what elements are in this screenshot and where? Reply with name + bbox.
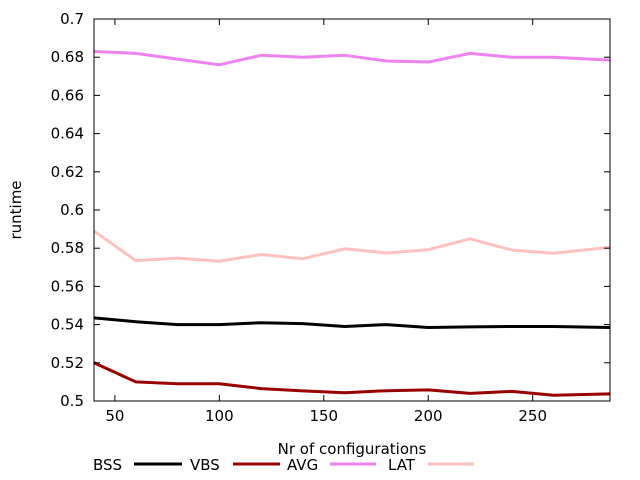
y-tick-label: 0.66 xyxy=(51,86,84,104)
y-tick-label: 0.56 xyxy=(51,277,84,295)
x-tick-label: 200 xyxy=(414,407,443,425)
series-line-lat xyxy=(93,229,611,263)
y-tick-label: 0.64 xyxy=(51,125,84,143)
series-line-avg xyxy=(93,50,611,67)
x-tick-label: 150 xyxy=(309,407,338,425)
y-tick-label: 0.62 xyxy=(51,163,84,181)
plot-frame xyxy=(93,18,611,402)
y-tick-label: 0.54 xyxy=(51,316,84,334)
y-tick-label: 0.58 xyxy=(51,239,84,257)
legend-item-lat: LAT xyxy=(388,456,474,474)
legend-label: BSS xyxy=(93,456,122,474)
legend: BSS VBS AVG LAT xyxy=(93,456,474,474)
y-tick-label: 0.68 xyxy=(51,48,84,66)
series-line-bss xyxy=(93,316,611,329)
y-tick-label: 0.6 xyxy=(60,201,84,219)
x-tick-label: 50 xyxy=(105,407,124,425)
legend-label: VBS xyxy=(190,456,220,474)
y-tick-label: 0.52 xyxy=(51,354,84,372)
legend-item-vbs: VBS xyxy=(190,456,280,474)
x-axis-label: Nr of configurations xyxy=(278,440,427,458)
plot-area xyxy=(93,50,611,397)
legend-label: LAT xyxy=(388,456,416,474)
x-tick-label: 100 xyxy=(205,407,234,425)
y-tick-label: 0.7 xyxy=(60,10,84,28)
legend-item-bss: BSS xyxy=(93,456,182,474)
x-tick-label: 250 xyxy=(518,407,547,425)
legend-item-avg: AVG xyxy=(287,456,376,474)
axis-ticks: 50 100 150 200 250 0.5 0.52 0.54 0.56 0.58 0.6 0.62… xyxy=(51,10,610,425)
series-line-vbs xyxy=(93,361,611,397)
y-tick-label: 0.5 xyxy=(60,392,84,410)
y-axis-label: runtime xyxy=(7,180,25,239)
legend-label: AVG xyxy=(287,456,318,474)
